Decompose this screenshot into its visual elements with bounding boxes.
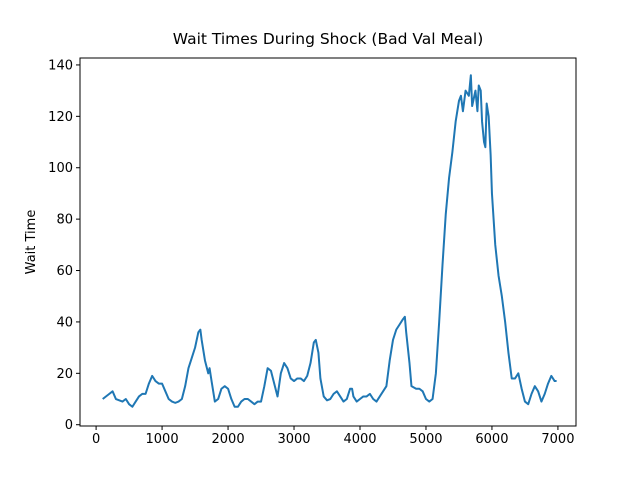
y-tick-label: 20: [56, 367, 73, 382]
y-axis-label: Wait Time: [24, 210, 39, 275]
x-tick-label: 7000: [541, 432, 574, 447]
y-tick-label: 100: [48, 161, 73, 176]
x-tick-label: 4000: [343, 432, 376, 447]
x-tick-label: 5000: [409, 432, 442, 447]
x-tick-label: 3000: [277, 432, 310, 447]
data-line: [102, 74, 557, 408]
x-tick-label: 1000: [146, 432, 179, 447]
x-tick-label: 0: [92, 432, 100, 447]
x-tick-label: 2000: [212, 432, 245, 447]
plot-frame: [79, 57, 577, 427]
y-tick-label: 40: [56, 315, 73, 330]
y-tick-label: 60: [56, 264, 73, 279]
y-tick-label: 120: [48, 110, 73, 125]
y-tick-label: 0: [65, 418, 73, 433]
y-tick-label: 80: [56, 213, 73, 228]
chart-title: Wait Times During Shock (Bad Val Meal): [173, 30, 484, 48]
y-tick-label: 140: [48, 58, 73, 73]
x-tick-label: 6000: [475, 432, 508, 447]
